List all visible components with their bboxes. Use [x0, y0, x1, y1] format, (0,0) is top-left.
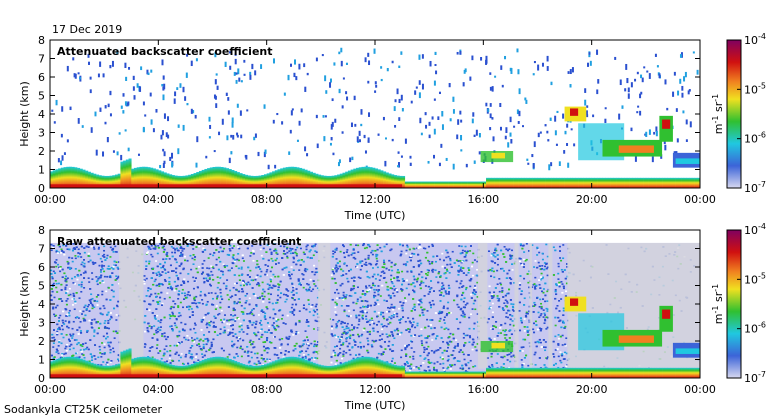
y-axis-label: Height (km) — [18, 81, 31, 147]
panel-title: Attenuated backscatter coefficient — [57, 45, 273, 58]
attenuated-backscatter-panel: Attenuated backscatter coefficient 0 1 2 3 4 5… — [18, 34, 716, 222]
colorbar-units: m-1 sr-1 — [711, 94, 725, 134]
backscatter-field — [50, 47, 700, 188]
y-axis-label: Height (km) — [18, 271, 31, 337]
cloud-system — [564, 106, 700, 168]
y-tick-label: 0 — [38, 182, 45, 195]
x-tick-label: 04:00 — [142, 383, 174, 396]
x-tick-label: 00:00 — [34, 383, 66, 396]
low-signal-band — [318, 242, 331, 369]
colorbar-tick-label: 10-6 — [744, 321, 766, 336]
colorbar-gradient — [726, 229, 742, 379]
y-tick-label: 8 — [38, 34, 45, 47]
x-tick-label: 00:00 — [34, 193, 66, 206]
colorbar-tick-label: 10-4 — [744, 222, 766, 237]
y-tick-label: 8 — [38, 224, 45, 237]
colorbar-units: m-1 sr-1 — [711, 284, 725, 324]
low-signal-band — [514, 242, 519, 369]
low-cloud-core — [491, 152, 505, 159]
y-tick-label: 5 — [38, 280, 45, 293]
x-tick-label: 12:00 — [359, 383, 391, 396]
colorbar-gradient — [726, 39, 742, 189]
colorbar-tick-label: 10-7 — [744, 180, 766, 195]
y-tick-label: 2 — [38, 145, 45, 158]
x-tick-label: 12:00 — [359, 193, 391, 206]
surface-layer — [50, 374, 403, 378]
x-tick-label: 20:00 — [576, 193, 608, 206]
x-tick-label: 16:00 — [467, 193, 499, 206]
boundary-layer — [50, 348, 700, 378]
x-tick-label: 16:00 — [467, 383, 499, 396]
x-tick-label: 08:00 — [251, 193, 283, 206]
x-axis-label: Time (UTC) — [344, 209, 406, 222]
boundary-layer — [50, 158, 700, 188]
x-tick-label: 20:00 — [576, 383, 608, 396]
low-signal-band — [119, 242, 144, 369]
colorbar-tick-label: 10-4 — [744, 32, 766, 47]
backscatter-field — [50, 242, 700, 378]
y-tick-label: 2 — [38, 335, 45, 348]
colorbar-tick-label: 10-6 — [744, 131, 766, 146]
x-tick-label: 00:00 — [684, 193, 716, 206]
colorbar-tick-label: 10-7 — [744, 370, 766, 385]
y-tick-label: 5 — [38, 90, 45, 103]
cloud-system — [564, 296, 700, 358]
y-tick-label: 6 — [38, 71, 45, 84]
panel-title: Raw attenuated backscatter coefficient — [57, 235, 301, 248]
plot-area — [50, 40, 700, 188]
instrument-label: Sodankyla CT25K ceilometer — [4, 403, 163, 416]
y-tick-label: 1 — [38, 354, 45, 367]
y-tick-label: 4 — [38, 108, 45, 121]
y-tick-label: 0 — [38, 372, 45, 385]
y-tick-label: 4 — [38, 298, 45, 311]
low-signal-band — [548, 242, 553, 369]
x-tick-label: 04:00 — [142, 193, 174, 206]
y-tick-label: 1 — [38, 164, 45, 177]
low-cloud-core — [491, 342, 505, 349]
colorbar-tick-label: 10-5 — [744, 81, 766, 96]
x-axis-label: Time (UTC) — [344, 399, 406, 412]
colorbar-tick-label: 10-5 — [744, 271, 766, 286]
y-tick-label: 3 — [38, 317, 45, 330]
x-tick-label: 00:00 — [684, 383, 716, 396]
colorbar-top: 10-4 10-5 10-6 10-7 m-1 sr-1 — [711, 32, 766, 195]
y-tick-label: 7 — [38, 243, 45, 256]
colorbar-bottom: 10-4 10-5 10-6 10-7 m-1 sr-1 — [711, 222, 766, 385]
date-label: 17 Dec 2019 — [52, 23, 122, 36]
raw-attenuated-backscatter-panel: Raw attenuated backscatter coefficient 0 1… — [18, 224, 716, 412]
y-tick-label: 6 — [38, 261, 45, 274]
x-tick-label: 08:00 — [251, 383, 283, 396]
y-tick-label: 3 — [38, 127, 45, 140]
low-signal-band — [477, 242, 488, 369]
y-tick-label: 7 — [38, 53, 45, 66]
low-signal-band — [529, 242, 533, 369]
surface-layer — [50, 184, 403, 188]
